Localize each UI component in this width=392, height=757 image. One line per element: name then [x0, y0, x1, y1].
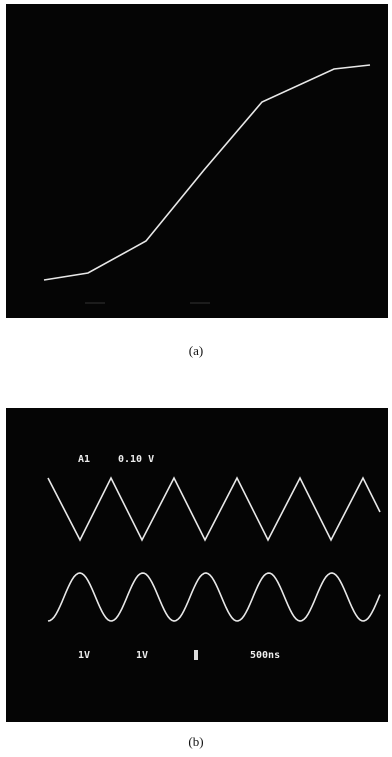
figure: (a) A1 0.10 V 1V 1V 500ns (b): [0, 0, 392, 757]
scope-screen-a: [6, 4, 388, 318]
readout: 1V: [78, 650, 90, 661]
caption: (a): [189, 343, 203, 358]
readout: A1: [78, 454, 90, 465]
caption: (b): [188, 734, 203, 749]
readout: 0.10 V: [118, 454, 154, 465]
page: (a) A1 0.10 V 1V 1V 500ns (b) (() => { c…: [0, 0, 392, 757]
readout: 500ns: [250, 650, 280, 661]
readout: 1V: [136, 650, 148, 661]
trigger-icon: [194, 650, 198, 660]
scope-screen-b: [6, 408, 388, 722]
